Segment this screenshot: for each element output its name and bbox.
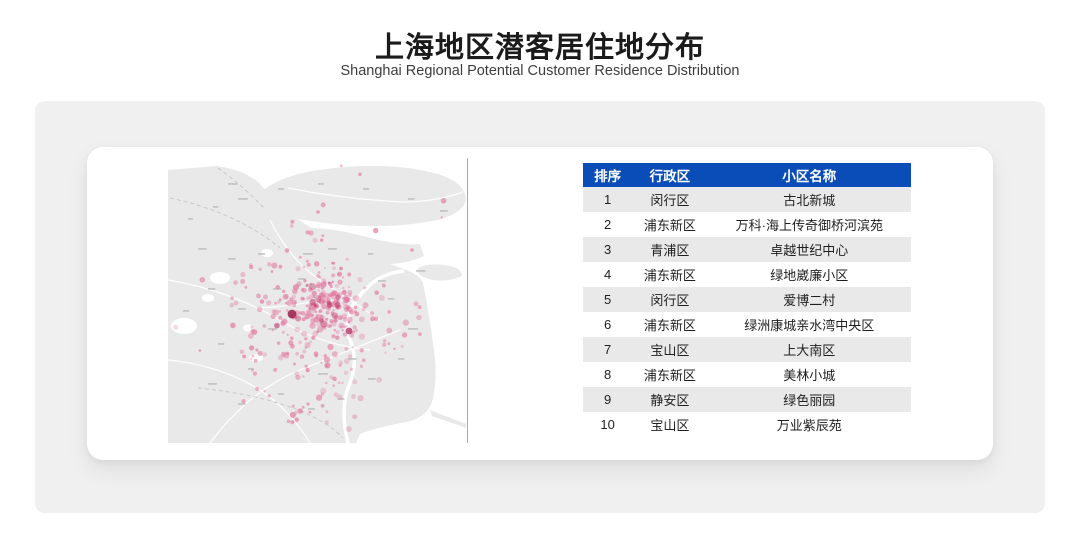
table-cell-district: 静安区 <box>650 393 690 408</box>
table-row: 4 浦东新区 绿地崴廉小区 <box>583 262 911 287</box>
map-label-marks <box>183 183 448 410</box>
table-cell-community: 卓越世纪中心 <box>770 243 849 258</box>
table-row: 6 浦东新区 绿洲康城亲水湾中央区 <box>583 312 911 337</box>
table-body: 1 闵行区 古北新城 2 浦东新区 万科·海上传奇御桥河滨苑 3 青浦区 卓越世纪中心 4 浦东新区… <box>583 187 911 437</box>
table-cell-community: 绿色丽园 <box>783 393 836 408</box>
table-cell-community: 绿洲康城亲水湾中央区 <box>744 318 875 333</box>
table-row: 3 青浦区 卓越世纪中心 <box>583 237 911 262</box>
table-cell-community: 绿地崴廉小区 <box>770 268 849 283</box>
table-cell-district: 浦东新区 <box>643 368 696 383</box>
table-cell-district: 青浦区 <box>650 243 690 258</box>
table-cell-community: 上大南区 <box>783 343 836 358</box>
map-roads <box>168 187 464 443</box>
ranking-table: 排序 行政区 小区名称 1 闵行区 古北新城 2 浦东新区 万科·海上传奇御桥河滨苑 3 青浦区 卓… <box>583 163 911 437</box>
shanghai-map <box>168 158 468 443</box>
table-header-cell: 小区名称 <box>782 169 837 184</box>
table-cell-district: 浦东新区 <box>643 268 696 283</box>
page-subtitle: Shanghai Regional Potential Customer Res… <box>340 63 740 79</box>
table-cell-community: 美林小城 <box>783 368 836 383</box>
table-cell-community: 万业紫辰苑 <box>776 418 842 433</box>
table-cell-district: 浦东新区 <box>643 218 696 233</box>
table-row: 5 闵行区 爱博二村 <box>583 287 911 312</box>
table-cell-district: 浦东新区 <box>643 318 696 333</box>
table-cell-rank: 3 <box>603 242 612 257</box>
map-density-dots <box>173 164 447 433</box>
table-cell-district: 宝山区 <box>650 418 690 433</box>
table-cell-rank: 7 <box>603 342 612 357</box>
table-header-cell: 排序 <box>594 169 622 184</box>
table-row: 8 浦东新区 美林小城 <box>583 362 911 387</box>
table-cell-rank: 4 <box>603 267 612 282</box>
table-row: 9 静安区 绿色丽园 <box>583 387 911 412</box>
table-cell-rank: 6 <box>603 317 612 332</box>
table-row: 2 浦东新区 万科·海上传奇御桥河滨苑 <box>583 212 911 237</box>
table-cell-rank: 10 <box>600 417 615 432</box>
table-row: 1 闵行区 古北新城 <box>583 187 911 212</box>
table-cell-community: 万科·海上传奇御桥河滨苑 <box>735 218 883 233</box>
table-cell-rank: 2 <box>603 217 612 232</box>
page-title: 上海地区潜客居住地分布 <box>374 32 705 64</box>
table-cell-rank: 9 <box>603 392 612 407</box>
table-cell-rank: 8 <box>603 367 612 382</box>
table-cell-rank: 5 <box>603 292 612 307</box>
table-header-cell: 行政区 <box>649 169 691 184</box>
table-cell-community: 爱博二村 <box>783 293 836 308</box>
table-cell-district: 闵行区 <box>650 293 690 308</box>
map-land <box>168 165 466 443</box>
table-cell-district: 闵行区 <box>650 193 690 208</box>
table-row: 7 宝山区 上大南区 <box>583 337 911 362</box>
shanghai-map-image <box>168 158 467 443</box>
map-lakes <box>171 249 273 362</box>
table-cell-district: 宝山区 <box>650 343 690 358</box>
map-railways <box>169 167 344 439</box>
content-panel: 排序 行政区 小区名称 1 闵行区 古北新城 2 浦东新区 万科·海上传奇御桥河滨苑 3 青浦区 卓… <box>35 101 1045 513</box>
content-card: 排序 行政区 小区名称 1 闵行区 古北新城 2 浦东新区 万科·海上传奇御桥河滨苑 3 青浦区 卓… <box>87 147 993 460</box>
table-cell-rank: 1 <box>603 192 612 207</box>
table-row: 10 宝山区 万业紫辰苑 <box>583 412 911 437</box>
table-header-row: 排序 行政区 小区名称 <box>583 163 911 187</box>
table-cell-community: 古北新城 <box>783 193 836 208</box>
